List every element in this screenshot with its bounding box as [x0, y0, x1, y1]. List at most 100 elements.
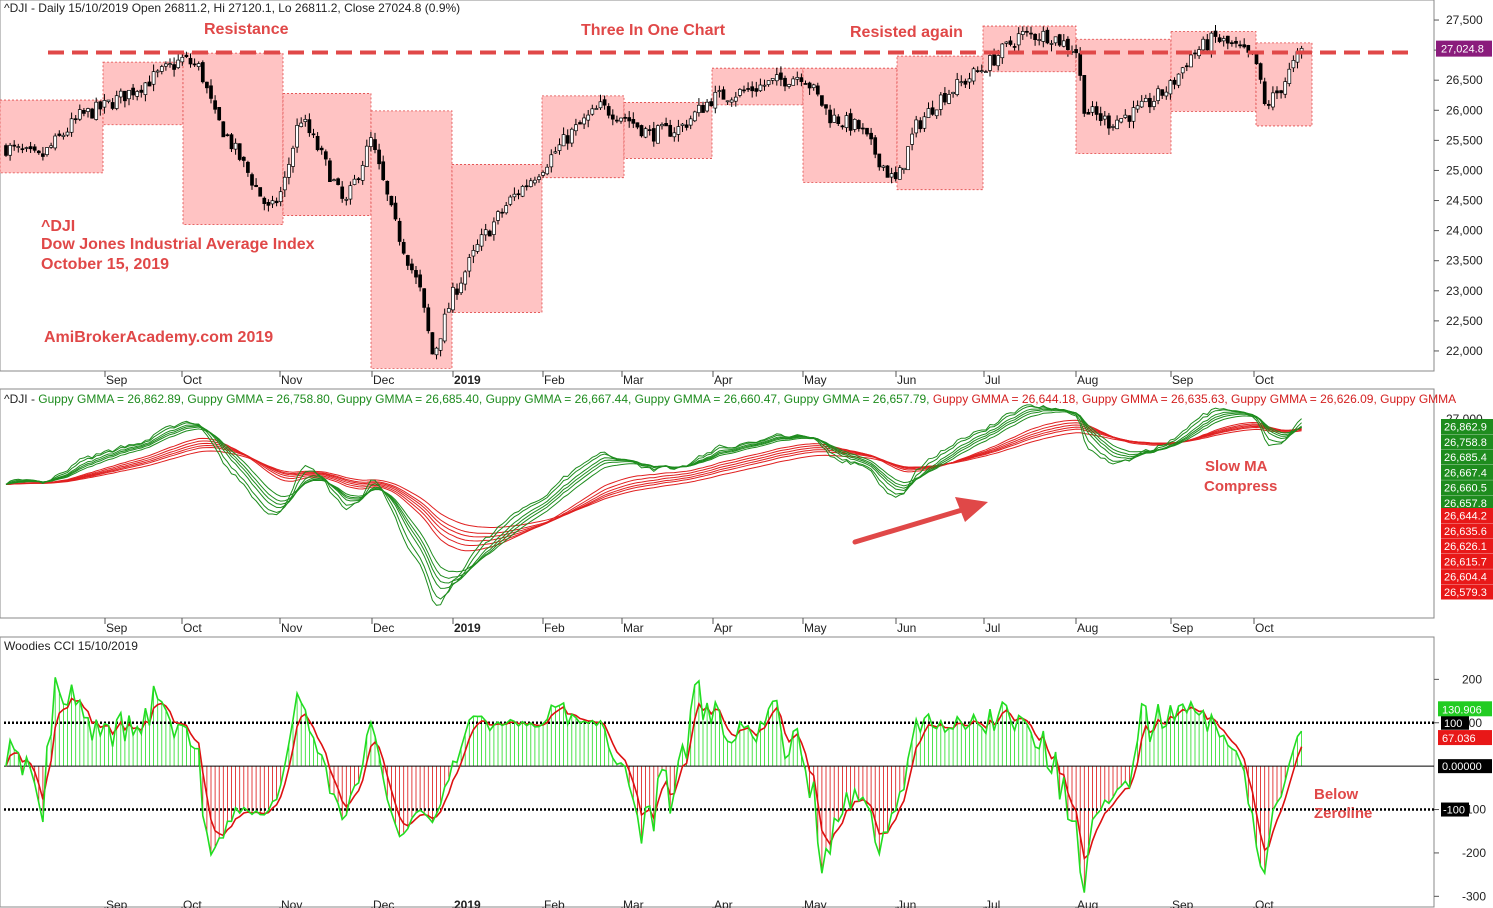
candle-body	[951, 91, 955, 94]
candle-body	[1115, 119, 1119, 130]
candle-body	[241, 156, 246, 161]
candle-body	[237, 143, 242, 160]
candle-body	[340, 186, 345, 199]
candle-body	[352, 178, 357, 185]
candle-body	[32, 146, 37, 151]
candle-body	[1127, 115, 1132, 122]
x-tick-label: Jun	[897, 621, 916, 635]
price-y-tick-label: 25,500	[1446, 133, 1483, 147]
slow-ma-line	[5, 426, 1302, 534]
candle-body	[487, 230, 492, 237]
candle-body	[459, 282, 463, 294]
resistance-label: Resistance	[204, 21, 289, 38]
gmma-fast-tag-label: 26,862.9	[1444, 422, 1487, 434]
candle-body	[910, 133, 914, 145]
candle-body	[754, 88, 759, 92]
candle-body	[1205, 39, 1210, 51]
candle-body	[1164, 91, 1169, 97]
candle-body	[832, 114, 837, 123]
candle-body	[213, 100, 217, 110]
candle-body	[65, 131, 70, 136]
candle-body	[336, 178, 340, 185]
turbo-last-tag	[1438, 730, 1492, 746]
candle-body	[418, 274, 422, 288]
price-y-tick-label: 26,000	[1446, 103, 1483, 117]
candle-body	[943, 93, 947, 103]
slow-ma-line	[5, 428, 1302, 528]
gmma-title-part: Guppy GMMA	[1380, 392, 1456, 406]
candle-body	[520, 186, 525, 197]
dji-symbol-label: ^DJI	[41, 218, 75, 235]
candle-body	[299, 122, 304, 127]
candle-body	[947, 94, 951, 104]
candle-body	[651, 128, 656, 142]
cci-last-tag	[1438, 701, 1492, 717]
candle-body	[131, 87, 135, 96]
cci-zero-tag	[1438, 759, 1492, 774]
candle-body	[795, 77, 800, 80]
candle-body	[1000, 43, 1005, 59]
candle-body	[143, 82, 148, 96]
candle-body	[123, 90, 127, 102]
candle-body	[594, 108, 599, 110]
x-tick-label: Sep	[1172, 621, 1194, 635]
candle-body	[615, 119, 619, 122]
x-tick-label: May	[804, 898, 827, 908]
candle-body	[840, 125, 845, 128]
candle-body	[266, 202, 271, 206]
candle-body	[1217, 37, 1222, 42]
candle-body	[82, 110, 86, 114]
candle-body	[24, 147, 29, 149]
candle-body	[1094, 106, 1099, 115]
cci-level-tag-label: -100	[1443, 805, 1465, 817]
last-close-tag	[1436, 40, 1492, 57]
candle-body	[176, 59, 181, 69]
candle-body	[348, 185, 353, 200]
gmma-slow-tag-label: 26,615.7	[1444, 556, 1487, 568]
candle-body	[1057, 34, 1062, 46]
monthly-range-box	[282, 93, 372, 216]
candle-body	[971, 68, 976, 82]
monthly-range-box	[1075, 38, 1172, 155]
candle-body	[73, 118, 78, 121]
candle-body	[541, 172, 545, 176]
candle-body	[184, 54, 189, 58]
x-tick-label: Feb	[544, 373, 565, 387]
candle-body	[598, 101, 603, 109]
x-tick-label: Mar	[623, 621, 644, 635]
candle-body	[738, 89, 742, 96]
candle-body	[586, 114, 591, 121]
candle-body	[766, 80, 771, 85]
candle-body	[709, 101, 714, 107]
candle-body	[1148, 97, 1152, 108]
candle-body	[537, 176, 541, 180]
candle-body	[426, 307, 431, 332]
candle-body	[225, 134, 230, 137]
candle-body	[1230, 42, 1234, 45]
price-panel	[0, 0, 1435, 372]
x-tick-label: Aug	[1077, 898, 1098, 908]
dji-name-label: Dow Jones Industrial Average Index	[41, 236, 315, 253]
candle-body	[110, 102, 115, 109]
candle-body	[606, 106, 611, 116]
candle-body	[1275, 90, 1279, 94]
candle-body	[877, 153, 882, 168]
turbo-cci-line	[5, 697, 1303, 860]
candle-body	[733, 96, 738, 102]
candle-body	[988, 55, 992, 71]
fast-ma-line	[5, 407, 1302, 589]
gmma-slow-tag-label: 26,644.2	[1444, 511, 1487, 523]
monthly-range-box	[370, 110, 453, 369]
candle-body	[680, 123, 685, 126]
candle-body	[881, 165, 886, 168]
monthly-range-box	[0, 99, 104, 174]
x-tick-label: Mar	[623, 898, 644, 908]
candle-body	[692, 111, 697, 122]
price-y-tick-label: 27,500	[1446, 13, 1483, 27]
candle-body	[1111, 126, 1115, 128]
candle-body	[364, 145, 369, 167]
price-y-tick-label: 22,500	[1446, 314, 1483, 328]
gmma-panel	[0, 388, 1435, 619]
candle-body	[1258, 63, 1263, 80]
candle-body	[807, 82, 812, 89]
